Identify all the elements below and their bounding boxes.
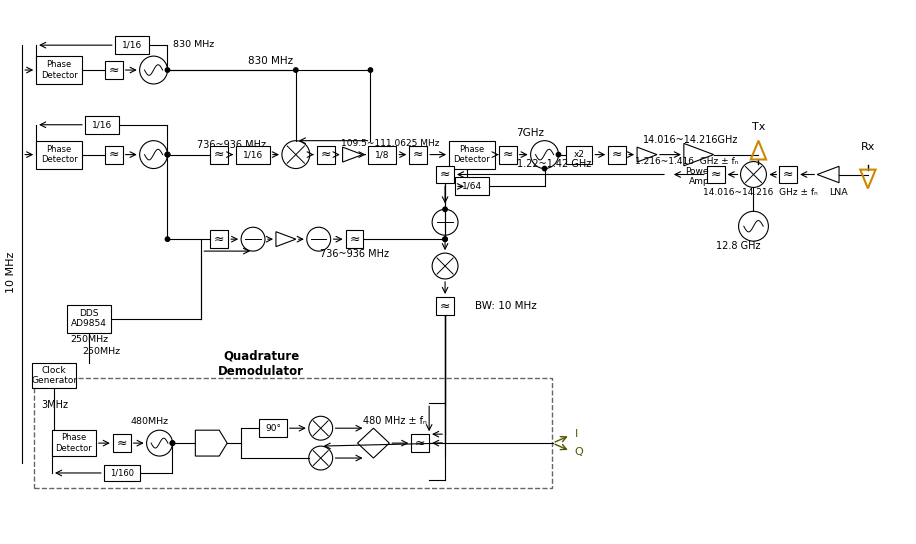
Text: ≈: ≈ <box>321 148 331 161</box>
Text: ≈: ≈ <box>214 233 224 246</box>
Text: ≈: ≈ <box>440 299 451 312</box>
FancyBboxPatch shape <box>104 61 123 79</box>
FancyBboxPatch shape <box>608 146 627 164</box>
FancyBboxPatch shape <box>52 430 96 456</box>
FancyBboxPatch shape <box>436 165 454 183</box>
Text: 7GHz: 7GHz <box>516 128 543 138</box>
FancyBboxPatch shape <box>499 146 517 164</box>
FancyBboxPatch shape <box>449 141 495 169</box>
Text: Quadrature
Demodulator: Quadrature Demodulator <box>218 350 304 378</box>
Text: Q: Q <box>574 447 583 457</box>
Text: ≈: ≈ <box>711 168 721 181</box>
FancyBboxPatch shape <box>409 146 427 164</box>
Text: 250MHz: 250MHz <box>70 335 108 344</box>
Circle shape <box>442 237 447 242</box>
Text: ≈: ≈ <box>783 168 793 181</box>
Text: ≈: ≈ <box>116 437 127 450</box>
Text: Phase
Detector: Phase Detector <box>40 145 78 164</box>
Text: 1.22~1.42 GHz: 1.22~1.42 GHz <box>518 158 592 169</box>
FancyBboxPatch shape <box>36 141 82 169</box>
FancyBboxPatch shape <box>436 297 454 315</box>
Text: 736~936 MHz: 736~936 MHz <box>320 249 389 259</box>
Text: 14.016~14.216  GHz ± fₙ: 14.016~14.216 GHz ± fₙ <box>703 188 818 197</box>
Text: ≈: ≈ <box>413 148 423 161</box>
Text: Rx: Rx <box>861 141 875 152</box>
Circle shape <box>170 441 175 446</box>
FancyBboxPatch shape <box>85 116 119 134</box>
Text: 14.016~14.216GHz: 14.016~14.216GHz <box>643 135 738 145</box>
Text: ≈: ≈ <box>415 437 425 450</box>
FancyBboxPatch shape <box>345 230 364 248</box>
FancyBboxPatch shape <box>368 146 397 164</box>
Text: I: I <box>574 429 578 439</box>
Circle shape <box>165 152 169 157</box>
Text: Clock
Generator: Clock Generator <box>31 366 77 385</box>
Text: 736~936 MHz: 736~936 MHz <box>197 140 266 150</box>
Text: 1.216~1.416  GHz ± fₙ: 1.216~1.416 GHz ± fₙ <box>635 157 738 166</box>
Circle shape <box>165 152 169 157</box>
FancyBboxPatch shape <box>707 165 725 183</box>
FancyBboxPatch shape <box>36 56 82 84</box>
FancyBboxPatch shape <box>411 434 430 452</box>
Text: 1/8: 1/8 <box>376 150 389 159</box>
Text: 90°: 90° <box>265 424 281 432</box>
FancyBboxPatch shape <box>104 465 139 481</box>
FancyBboxPatch shape <box>67 305 111 333</box>
FancyBboxPatch shape <box>104 146 123 164</box>
Text: x2: x2 <box>574 150 585 159</box>
FancyBboxPatch shape <box>114 36 148 54</box>
Text: ≈: ≈ <box>440 168 451 181</box>
Text: 1/16: 1/16 <box>243 150 263 159</box>
Circle shape <box>165 68 169 72</box>
Text: 830 MHz: 830 MHz <box>173 40 214 48</box>
Text: BW: 10 MHz: BW: 10 MHz <box>474 301 537 311</box>
Text: 480MHz: 480MHz <box>130 417 169 426</box>
Text: ≈: ≈ <box>108 64 119 77</box>
FancyBboxPatch shape <box>32 362 76 388</box>
Text: 1/16: 1/16 <box>92 120 112 129</box>
Text: LNA: LNA <box>829 188 847 197</box>
Text: Power
Amp: Power Amp <box>685 167 713 186</box>
Text: ≈: ≈ <box>108 148 119 161</box>
Circle shape <box>368 68 373 72</box>
Text: Tx: Tx <box>752 122 765 132</box>
Text: Phase
Detector: Phase Detector <box>40 60 78 80</box>
FancyBboxPatch shape <box>566 146 593 164</box>
Circle shape <box>556 152 561 157</box>
Circle shape <box>165 237 169 242</box>
Circle shape <box>542 166 547 171</box>
FancyBboxPatch shape <box>259 419 287 437</box>
Circle shape <box>442 237 447 242</box>
Circle shape <box>294 68 298 72</box>
Text: 3MHz: 3MHz <box>41 400 69 410</box>
Text: 250MHz: 250MHz <box>82 347 121 356</box>
FancyBboxPatch shape <box>113 434 131 452</box>
Text: 12.8 GHz: 12.8 GHz <box>716 241 761 251</box>
FancyBboxPatch shape <box>455 177 489 195</box>
Text: 1/16: 1/16 <box>122 41 142 50</box>
Text: 830 MHz: 830 MHz <box>248 56 293 66</box>
FancyBboxPatch shape <box>236 146 270 164</box>
Text: 480 MHz ± fₙ: 480 MHz ± fₙ <box>364 416 427 426</box>
Circle shape <box>170 441 175 446</box>
Text: 109.5~111.0625 MHz: 109.5~111.0625 MHz <box>341 139 440 148</box>
Text: Phase
Detector: Phase Detector <box>453 145 490 164</box>
Text: DDS
AD9854: DDS AD9854 <box>71 309 107 329</box>
Text: Phase
Detector: Phase Detector <box>56 434 93 453</box>
Text: 10 MHz: 10 MHz <box>6 251 16 293</box>
Text: ≈: ≈ <box>214 148 224 161</box>
FancyBboxPatch shape <box>211 146 228 164</box>
Text: 1/160: 1/160 <box>110 468 134 478</box>
Circle shape <box>165 152 169 157</box>
Circle shape <box>442 207 447 212</box>
Text: ≈: ≈ <box>349 233 360 246</box>
Text: 1/64: 1/64 <box>462 182 482 191</box>
Text: ≈: ≈ <box>612 148 623 161</box>
FancyBboxPatch shape <box>780 165 797 183</box>
FancyBboxPatch shape <box>317 146 334 164</box>
FancyBboxPatch shape <box>211 230 228 248</box>
Text: ≈: ≈ <box>503 148 513 161</box>
